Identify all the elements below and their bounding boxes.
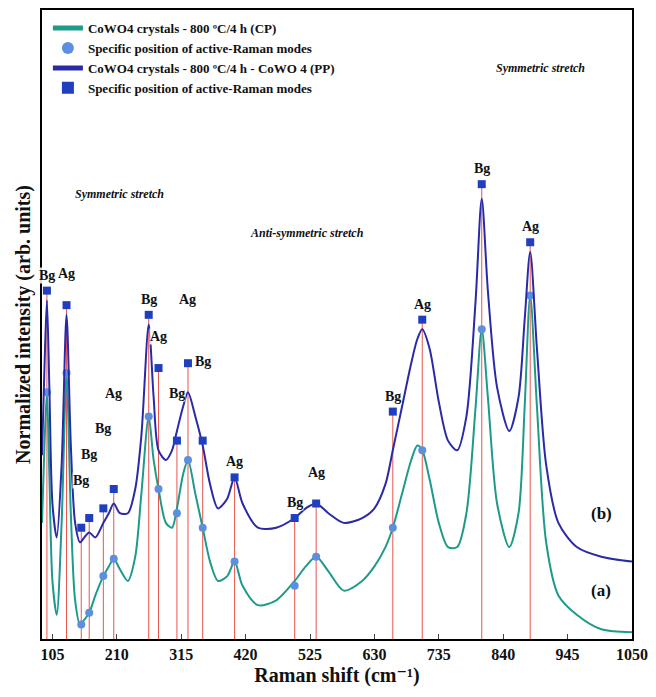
svg-text:Ag: Ag — [522, 219, 539, 234]
svg-text:525: 525 — [298, 646, 322, 663]
svg-text:Bg: Bg — [81, 447, 97, 462]
svg-text:Bg: Bg — [95, 421, 111, 436]
svg-text:Ag: Ag — [179, 292, 196, 307]
svg-text:Ag: Ag — [58, 266, 75, 281]
svg-text:Specific position of active-Ra: Specific position of active-Raman modes — [88, 41, 312, 56]
svg-text:Bg: Bg — [169, 386, 185, 401]
svg-text:Symmetric stretch: Symmetric stretch — [496, 61, 585, 75]
svg-text:Bg: Bg — [287, 495, 303, 510]
svg-text:Ag: Ag — [308, 465, 325, 480]
svg-text:840: 840 — [491, 646, 515, 663]
svg-text:(a): (a) — [591, 581, 611, 600]
svg-text:(b): (b) — [591, 504, 612, 523]
svg-text:Ag: Ag — [150, 329, 167, 344]
svg-text:Raman shift (cm⁻¹): Raman shift (cm⁻¹) — [254, 664, 419, 687]
svg-text:Bg: Bg — [474, 161, 490, 176]
svg-text:Bg: Bg — [73, 473, 89, 488]
svg-text:945: 945 — [556, 646, 580, 663]
svg-text:CoWO4 crystals - 800 ºC/4 h (C: CoWO4 crystals - 800 ºC/4 h (CP) — [88, 21, 276, 36]
svg-text:315: 315 — [169, 646, 193, 663]
svg-text:Ag: Ag — [414, 297, 431, 312]
svg-text:210: 210 — [105, 646, 129, 663]
svg-text:Bg: Bg — [39, 268, 55, 283]
svg-text:Normalized intensity (arb. uni: Normalized intensity (arb. units) — [12, 185, 35, 464]
svg-text:105: 105 — [40, 646, 64, 663]
svg-text:Ag: Ag — [105, 386, 122, 401]
svg-text:735: 735 — [427, 646, 451, 663]
svg-text:Anti-symmetric stretch: Anti-symmetric stretch — [250, 226, 364, 240]
svg-text:Bg: Bg — [385, 389, 401, 404]
svg-text:Specific position of active-Ra: Specific position of active-Raman modes — [88, 81, 312, 96]
svg-text:630: 630 — [362, 646, 386, 663]
svg-text:Bg: Bg — [141, 292, 157, 307]
svg-text:Symmetric stretch: Symmetric stretch — [75, 187, 164, 201]
svg-text:Ag: Ag — [226, 454, 243, 469]
svg-text:420: 420 — [234, 646, 258, 663]
svg-text:CoWO4 crystals - 800 ºC/4 h -: CoWO4 crystals - 800 ºC/4 h - CoWO 4 (PP… — [88, 61, 335, 76]
svg-text:Bg: Bg — [195, 354, 211, 369]
svg-text:1050: 1050 — [616, 646, 648, 663]
